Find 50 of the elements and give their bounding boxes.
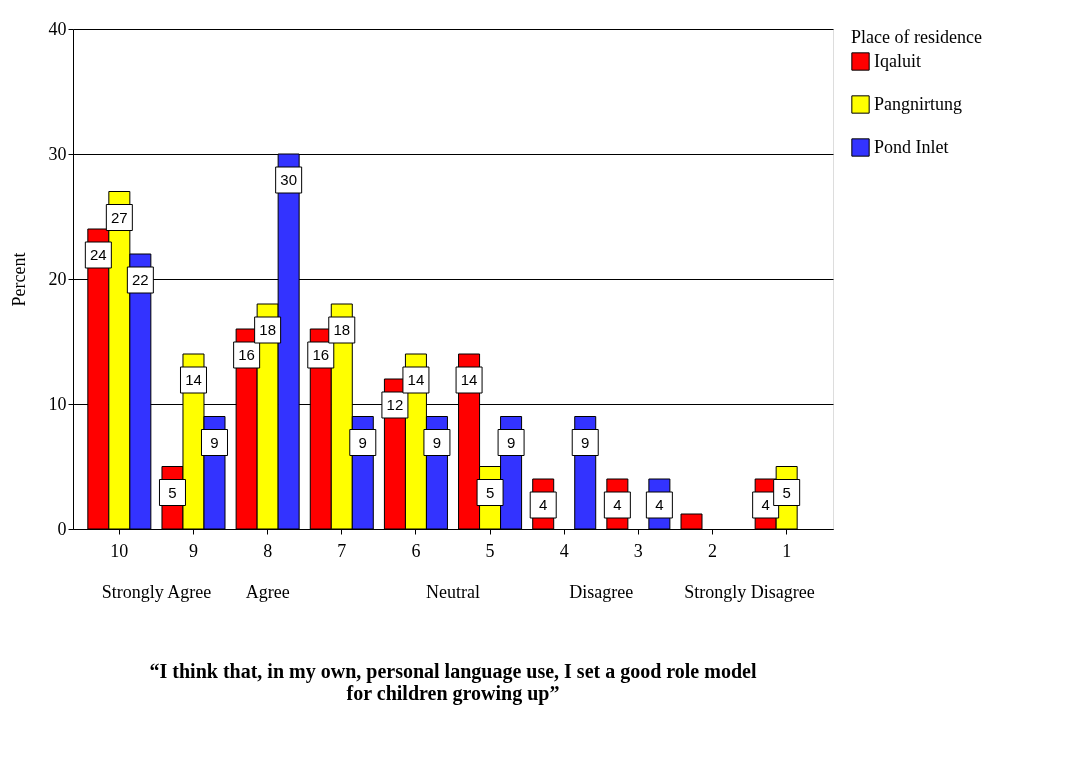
y-tick-label: 20 xyxy=(48,268,67,289)
y-tick-label: 40 xyxy=(48,18,67,39)
data-label: 16 xyxy=(238,346,255,363)
data-label: 12 xyxy=(386,396,404,413)
data-label: 5 xyxy=(782,483,791,501)
data-label: 14 xyxy=(460,371,478,388)
data-label: 4 xyxy=(761,496,770,513)
x-tick-label: 5 xyxy=(485,540,495,561)
data-label: 24 xyxy=(89,246,107,263)
data-label: 16 xyxy=(312,346,330,363)
data-label: 9 xyxy=(358,433,367,451)
x-tick-label: 8 xyxy=(263,540,273,561)
x-tick-label: 2 xyxy=(708,540,718,561)
data-label: 9 xyxy=(432,433,442,451)
x-tick-label: 1 xyxy=(782,540,792,561)
text: Strongly Disagree xyxy=(684,582,815,602)
legend-title: Place of residence xyxy=(851,27,982,47)
data-label: 9 xyxy=(581,433,590,451)
y-axis-title: Percent xyxy=(8,252,29,307)
data-label: 14 xyxy=(407,371,425,388)
data-label: 4 xyxy=(613,496,622,513)
y-tick-label: 10 xyxy=(48,393,67,414)
data-label: 30 xyxy=(280,171,297,188)
data-label: 27 xyxy=(111,208,128,226)
x-tick-label: 4 xyxy=(559,540,569,561)
text: “I think that, in my own, personal language use, I set a good role model for children growing up” xyxy=(149,660,757,705)
data-label: 18 xyxy=(333,321,351,338)
legend-label: Iqaluit xyxy=(874,50,921,71)
y-tick-label: 0 xyxy=(57,518,67,539)
text: Disagree xyxy=(569,582,634,602)
data-label: 5 xyxy=(168,483,177,501)
x-tick-label: 7 xyxy=(337,540,347,561)
y-tick-label: 30 xyxy=(48,143,67,164)
x-tick-label: 9 xyxy=(188,540,198,561)
data-label: 5 xyxy=(485,483,495,501)
text: Neutral xyxy=(426,582,480,602)
legend-label: Pond Inlet xyxy=(874,136,949,157)
text: Strongly Agree xyxy=(101,582,212,602)
data-label: 9 xyxy=(506,433,516,451)
x-tick-label: 6 xyxy=(411,540,421,561)
x-tick-label: 10 xyxy=(110,540,129,561)
x-tick-label: 3 xyxy=(633,540,643,561)
legend-label: Pangnirtung xyxy=(874,93,962,114)
text: Agree xyxy=(245,582,290,602)
data-label: 4 xyxy=(539,496,548,513)
data-label: 4 xyxy=(655,496,664,513)
data-label: 9 xyxy=(210,433,219,451)
data-label: 14 xyxy=(185,371,202,388)
data-label: 22 xyxy=(132,271,149,288)
data-label: 18 xyxy=(259,321,276,338)
